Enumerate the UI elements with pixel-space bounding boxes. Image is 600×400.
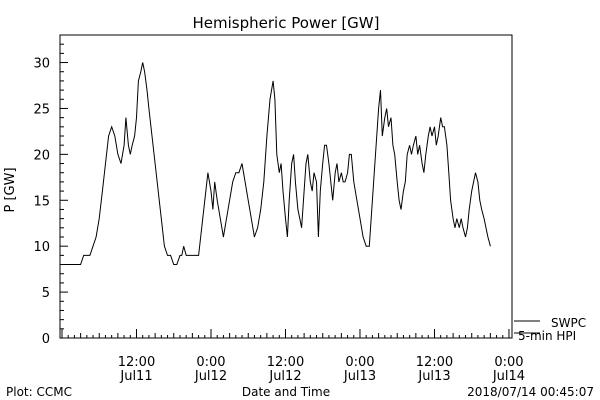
x-tick-date-label: Jul12 — [268, 369, 301, 384]
chart-title: Hemispheric Power [GW] — [193, 14, 380, 32]
legend-hpi-label: 5-min HPI — [518, 329, 576, 343]
x-tick-date-label: Jul13 — [343, 369, 376, 384]
plot-credit: Plot: CCMC — [6, 385, 72, 399]
y-tick-label: 5 — [42, 286, 50, 301]
x-axis-label: Date and Time — [242, 385, 330, 399]
y-axis-label: P [GW] — [3, 167, 18, 212]
y-tick-label: 10 — [33, 240, 50, 255]
x-tick-time-label: 0:00 — [345, 355, 374, 370]
y-tick-label: 0 — [42, 332, 50, 347]
y-axis: 0 5 10 15 20 25 30 — [33, 34, 68, 347]
y-tick-label: 30 — [33, 57, 50, 72]
legend-swpc-label: SWPC — [551, 316, 586, 330]
x-tick-time-label: 0:00 — [494, 355, 523, 370]
series-layer — [62, 62, 491, 265]
x-tick-date-label: Jul12 — [194, 369, 227, 384]
x-tick-time-label: 0:00 — [196, 355, 225, 370]
plot-frame — [59, 34, 513, 339]
legend: SWPC 5-min HPI — [514, 316, 586, 343]
y-tick-label: 15 — [33, 194, 50, 209]
series-line-0 — [62, 62, 491, 265]
x-tick-time-label: 12:00 — [267, 355, 304, 370]
x-tick-time-label: 12:00 — [416, 355, 453, 370]
timestamp: 2018/07/14 00:45:07 — [467, 385, 594, 399]
x-tick-time-label: 12:00 — [118, 355, 155, 370]
x-tick-date-label: Jul14 — [492, 369, 525, 384]
x-axis: 12:00Jul110:00Jul1212:00Jul120:00Jul1312… — [61, 329, 525, 384]
x-tick-date-label: Jul13 — [417, 369, 450, 384]
y-tick-label: 20 — [33, 148, 50, 163]
x-tick-date-label: Jul11 — [119, 369, 152, 384]
y-tick-label: 25 — [33, 102, 50, 117]
